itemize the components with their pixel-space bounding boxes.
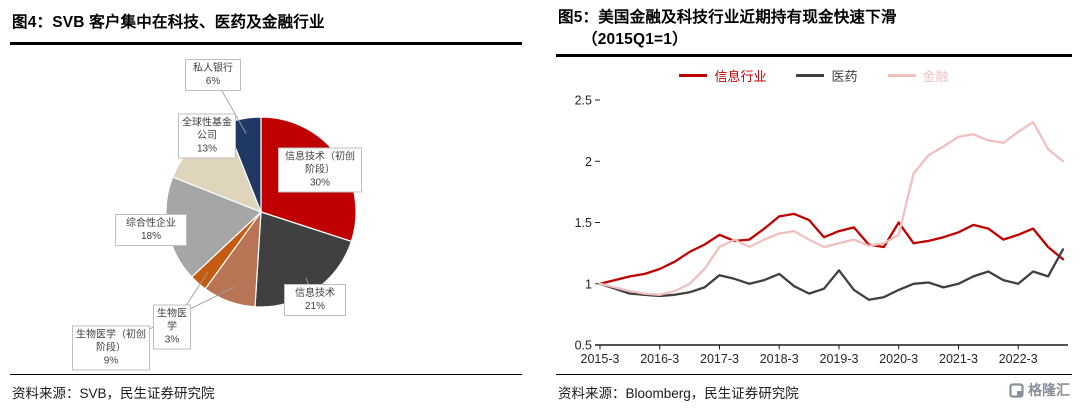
legend-swatch [887,74,916,77]
gelonghui-logo-text: 格隆汇 [1028,382,1070,398]
y-axis-label: 0.5 [575,339,592,353]
x-axis-label: 2017-3 [700,352,739,366]
legend-label: 信息行业 [714,69,767,84]
x-axis-label: 2015-3 [581,352,620,366]
legend-label: 金融 [922,69,949,84]
x-axis-label: 2022-3 [999,352,1038,366]
figure4-panel: 图4：SVB 客户集中在科技、医药及金融行业 信息技术（初创阶段） 30% 信息技术… [10,0,522,413]
x-axis-label: 2020-3 [879,352,918,366]
chart-legend: 信息行业 医药 金融 [556,66,1072,85]
figure4-title-rule [10,42,522,45]
gelonghui-logo: 格隆汇 [1009,380,1070,400]
pie-label-2: 生物医学（初创阶段） 9% [72,325,150,371]
pie-label-0: 信息技术（初创阶段） 30% [278,147,362,193]
figure5-source: 资料来源：Bloomberg，民生证券研究院 [558,386,799,401]
pie-label-6: 私人银行 6% [185,59,241,91]
pie-label-1: 信息技术 21% [284,284,346,316]
x-axis-label: 2019-3 [820,352,859,366]
figure4-source: 资料来源：SVB，民生证券研究院 [12,386,215,401]
figure5-panel: 图5：美国金融及科技行业近期持有现金快速下滑 （2015Q1=1） 信息行业 医药 金… [556,0,1072,413]
figure5-title: 图5：美国金融及科技行业近期持有现金快速下滑 （2015Q1=1） [558,7,897,51]
figure4-source-rule [10,374,522,375]
series-line-1 [598,248,1065,301]
x-axis-label: 2018-3 [760,352,799,366]
x-axis-label: 2016-3 [640,352,679,366]
legend-item-1: 医药 [796,66,858,85]
series-line-0 [598,212,1065,285]
series-line-2 [598,120,1065,296]
figure5-title-rule [556,54,1072,57]
figure5-title-line1: 图5：美国金融及科技行业近期持有现金快速下滑 [558,9,897,26]
gelonghui-logo-icon [1009,382,1024,398]
pie-chart: 信息技术（初创阶段） 30% 信息技术 21% 生物医学（初创阶段） 9% 生物医学 3% 综合… [10,48,518,371]
legend-item-2: 金融 [887,66,949,85]
y-axis-label: 2 [585,155,592,169]
legend-label: 医药 [831,69,858,84]
figure5-title-line2: （2015Q1=1） [582,31,688,48]
pie-chart-canvas [110,74,357,349]
y-axis-label: 2.5 [575,94,592,108]
figure5-source-rule [556,374,1072,375]
x-axis-label: 2021-3 [939,352,978,366]
pie-label-3: 生物医学 3% [153,304,191,350]
figure4-title: 图4：SVB 客户集中在科技、医药及金融行业 [12,14,325,31]
y-axis-label: 1.5 [575,216,592,230]
y-axis-label: 1 [585,277,592,291]
pie-label-4: 综合性企业 18% [115,214,187,246]
legend-swatch [796,74,825,77]
legend-swatch [679,74,708,77]
pie-label-5: 全球性基金公司 13% [178,113,236,159]
legend-item-0: 信息行业 [679,66,766,85]
line-chart-canvas: 0.5 1 1.5 2 2.5 2015-3 2016-3 2017-3 2018-3 2019-… [575,94,1068,366]
